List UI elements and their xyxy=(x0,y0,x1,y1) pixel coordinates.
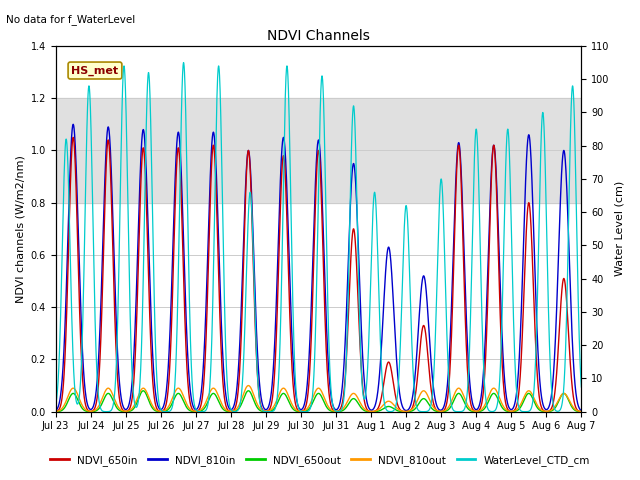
Text: HS_met: HS_met xyxy=(72,65,118,76)
Bar xyxy=(56,98,581,203)
Title: NDVI Channels: NDVI Channels xyxy=(267,29,370,43)
Y-axis label: NDVI channels (W/m2/nm): NDVI channels (W/m2/nm) xyxy=(15,155,25,303)
Y-axis label: Water Level (cm): Water Level (cm) xyxy=(615,181,625,276)
Text: No data for f_WaterLevel: No data for f_WaterLevel xyxy=(6,14,136,25)
Legend: NDVI_650in, NDVI_810in, NDVI_650out, NDVI_810out, WaterLevel_CTD_cm: NDVI_650in, NDVI_810in, NDVI_650out, NDV… xyxy=(46,451,594,470)
